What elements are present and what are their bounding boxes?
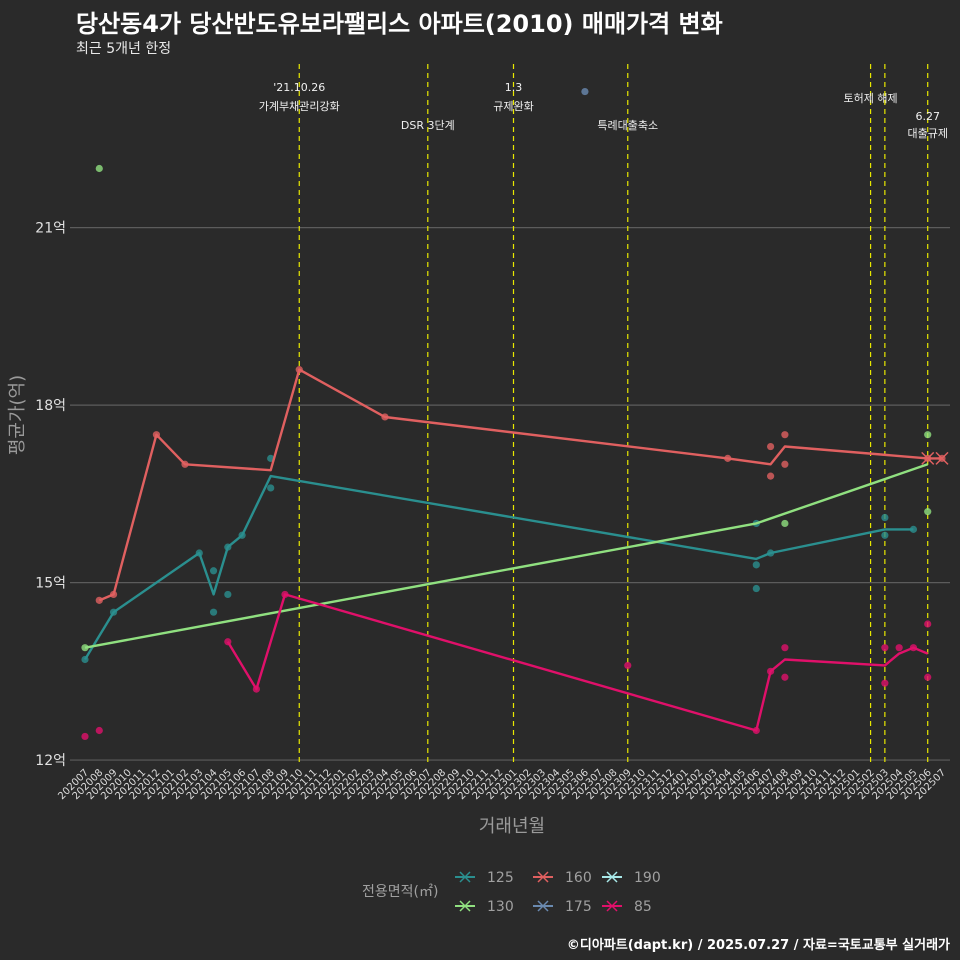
data-point-125 — [767, 549, 775, 557]
y-axis-title: 평균가(억) — [7, 375, 28, 455]
legend-label-175: 175 — [565, 899, 592, 915]
event-label: 대출규제 — [907, 127, 947, 140]
data-point-130 — [924, 431, 932, 439]
event-label: 가계부채관리강화 — [259, 100, 340, 113]
data-point-175 — [581, 87, 589, 96]
data-point-125 — [752, 584, 760, 593]
data-point-85 — [881, 644, 889, 652]
end-marker-160 — [921, 451, 935, 465]
data-point-85 — [924, 620, 932, 628]
data-point-85 — [924, 673, 932, 681]
data-point-160 — [109, 590, 118, 599]
data-point-125 — [238, 531, 246, 539]
data-point-85 — [281, 590, 289, 599]
data-point-125 — [81, 655, 89, 664]
data-point-125 — [109, 608, 118, 616]
data-point-85 — [752, 726, 760, 735]
y-tick-label: 12억 — [35, 753, 66, 769]
event-label: 6.27 — [915, 110, 940, 123]
event-label: 규제완화 — [493, 100, 533, 113]
series-line-125 — [83, 474, 914, 661]
data-point-160 — [381, 413, 389, 421]
data-point-85 — [767, 667, 775, 675]
data-point-85 — [909, 644, 918, 652]
data-point-85 — [781, 644, 789, 652]
data-point-125 — [881, 513, 889, 522]
legend-label-125: 125 — [487, 870, 514, 886]
legend-cross-130 — [459, 900, 471, 912]
data-point-125 — [209, 608, 218, 616]
series-line-85 — [226, 593, 929, 732]
series-line-160 — [98, 368, 942, 602]
chart-subtitle: 최근 5개년 한정 — [76, 41, 172, 57]
data-point-160 — [152, 431, 161, 439]
data-point-85 — [895, 644, 903, 652]
legend: 전용면적(㎡) 125 130 160 175 190 85 — [362, 870, 661, 915]
data-point-130 — [781, 519, 789, 528]
event-label: 토허제 해제 — [844, 91, 898, 105]
event-label: 1.3 — [505, 81, 523, 94]
data-point-85 — [224, 638, 232, 646]
data-point-130 — [95, 164, 103, 173]
data-point-160 — [181, 460, 189, 468]
data-point-160 — [781, 460, 789, 468]
end-marker-160 — [935, 451, 949, 465]
legend-label-130: 130 — [487, 899, 514, 915]
data-point-130 — [924, 508, 932, 516]
data-point-125 — [209, 567, 218, 575]
data-point-160 — [781, 431, 789, 439]
grid-layer — [70, 227, 950, 761]
data-point-85 — [881, 679, 889, 687]
data-point-85 — [624, 661, 632, 670]
data-point-125 — [224, 590, 232, 599]
data-point-125 — [195, 549, 203, 557]
event-label: DSR 3단계 — [401, 119, 455, 132]
data-point-125 — [752, 561, 760, 569]
data-point-85 — [781, 673, 789, 681]
legend-cross-125 — [459, 871, 471, 883]
data-point-85 — [81, 732, 89, 741]
data-point-160 — [767, 442, 775, 451]
chart-caption: ©디아파트(dapt.kr) / 2025.07.27 / 자료=국토교통부 실… — [566, 938, 950, 953]
data-point-160 — [95, 596, 103, 604]
legend-cross-175 — [537, 900, 549, 912]
data-point-125 — [881, 531, 889, 539]
y-tick-label: 21억 — [35, 221, 66, 237]
data-point-85 — [95, 726, 103, 735]
data-point-85 — [252, 685, 260, 693]
data-point-160 — [724, 454, 732, 462]
legend-title: 전용면적(㎡) — [362, 884, 438, 900]
legend-cross-190 — [606, 871, 618, 883]
data-point-125 — [224, 543, 232, 551]
x-axis-title: 거래년월 — [479, 816, 545, 837]
data-point-160 — [295, 366, 303, 374]
axis-layer: 거래년월 평균가(억) 12억15억18억21억2020072020082020… — [7, 221, 948, 837]
legend-cross-160 — [537, 871, 549, 883]
y-tick-label: 15억 — [35, 576, 66, 592]
legend-label-85: 85 — [634, 899, 652, 915]
event-label: '21.10.26 — [273, 81, 325, 94]
series-line-130 — [84, 463, 929, 649]
y-tick-label: 18억 — [35, 398, 66, 414]
data-point-130 — [81, 644, 89, 652]
data-point-125 — [267, 484, 275, 492]
legend-label-190: 190 — [634, 870, 661, 886]
data-point-160 — [767, 472, 775, 480]
event-label: 특례대출축소 — [597, 119, 658, 132]
legend-label-160: 160 — [565, 870, 592, 886]
series-layer — [81, 87, 949, 741]
data-point-125 — [909, 525, 918, 533]
chart-title: 당산동4가 당산반도유보라팰리스 아파트(2010) 매매가격 변화 — [76, 10, 723, 38]
legend-cross-85 — [606, 900, 618, 912]
